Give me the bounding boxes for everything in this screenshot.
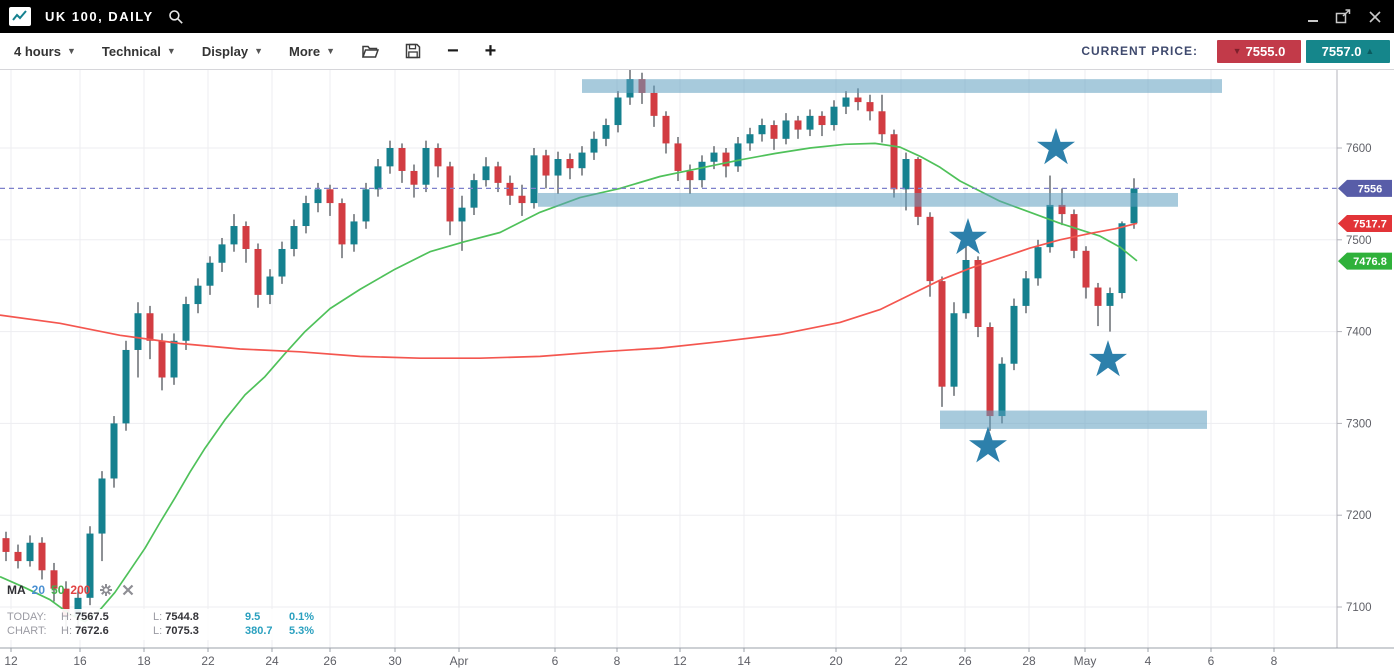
star-annotation-2 [949,218,987,255]
current-price-label: CURRENT PRICE: [1081,44,1198,58]
current-price-tag [1338,179,1392,197]
popout-icon[interactable] [1335,9,1352,24]
y-axis-label: 7500 [1346,235,1372,247]
star-annotation-1 [1037,128,1075,165]
ma-label: MA [7,583,26,597]
today-change-value: 9.5 [245,611,261,623]
chevron-down-icon: ▼ [166,46,176,56]
sell-price-value: 7555.0 [1245,43,1286,59]
today-high-value: 7567.5 [75,611,109,623]
chart-info-row: CHART: H: 7672.6 L: 7075.3 380.7 5.3% [7,625,315,637]
chart-label: CHART: [7,625,47,637]
title-bar: UK 100, DAILY [0,0,1394,33]
technical-dropdown[interactable]: Technical ▼ [102,44,176,59]
chart-change-value: 380.7 [245,625,273,637]
x-axis-label: 20 [829,654,843,668]
sell-price-button[interactable]: ▼ 7555.0 [1217,39,1301,63]
price-info-panel: TODAY: H: 7567.5 L: 7544.8 9.5 0.1% CHART: H:… [7,609,319,640]
current-price-tag-label: 7556 [1358,183,1382,195]
x-axis-label: 26 [958,654,972,668]
buy-price-value: 7557.0 [1321,43,1362,59]
x-axis-label: 12 [673,654,687,668]
y-axis-label: 7600 [1346,143,1372,155]
chart-change-percent: 5.3% [289,625,315,637]
ma200-value-tag-label: 7517.7 [1353,219,1387,231]
x-axis-label: 16 [73,654,87,668]
sr-zone-3 [940,410,1207,429]
x-axis-label: 12 [4,654,18,668]
sr-zone-2 [538,192,1178,207]
x-axis-label: 14 [737,654,751,668]
zoom-in-button[interactable]: + [484,40,497,62]
sr-zone-1 [582,79,1222,93]
buy-price-button[interactable]: 7557.0 ▲ [1306,39,1390,63]
x-axis-label: Apr [450,654,469,668]
chart-low-value: 7075.3 [165,625,199,637]
line-chart-logo-icon [9,7,31,26]
candles-layer [2,69,1138,630]
open-folder-icon[interactable] [361,44,379,59]
ma50-value-tag [1338,252,1392,270]
display-dropdown-label: Display [201,43,249,59]
today-change-percent: 0.1% [289,611,315,623]
ma50-period-label: 50 [51,583,65,597]
y-axis-label: 7300 [1346,418,1372,430]
ma-indicator-legend: MA 20 50 200 [7,583,134,597]
star-annotation-4 [969,426,1007,463]
y-axis-label: 7200 [1346,510,1372,522]
ma20-period-label: 20 [31,583,46,597]
today-label: TODAY: [7,611,47,623]
x-axis-label: 18 [137,654,151,668]
ma200-period-label: 200 [70,583,91,597]
price-up-arrow-icon: ▲ [1365,46,1375,56]
ma200-line [0,222,1138,360]
display-dropdown[interactable]: Display ▼ [202,44,263,59]
chevron-down-icon: ▼ [326,46,335,56]
x-axis-label: 26 [323,654,337,668]
chart-toolbar: 4 hours ▼ Technical ▼ Display ▼ More ▼ − + C… [0,33,1394,70]
y-axis-label: 7400 [1346,327,1372,339]
search-icon[interactable] [168,9,184,25]
price-down-arrow-icon: ▼ [1232,46,1242,56]
today-info-row: TODAY: H: 7567.5 L: 7544.8 9.5 0.1% [7,611,315,623]
x-axis-label: May [1074,654,1097,668]
star-annotation-3 [1089,340,1127,377]
x-axis-label: 6 [552,654,559,668]
timeframe-dropdown-label: 4 hours [14,43,61,59]
zoom-out-button[interactable]: − [446,40,459,62]
x-axis-label: 8 [614,654,621,668]
x-axis-label: 22 [894,654,908,668]
ma50-value-tag-label: 7476.8 [1353,256,1387,268]
remove-indicator-icon[interactable] [122,584,134,596]
y-axis-label: 7100 [1346,602,1372,614]
more-dropdown[interactable]: More ▼ [289,44,335,59]
save-icon[interactable] [405,43,421,59]
timeframe-dropdown[interactable]: 4 hours ▼ [14,44,76,59]
chevron-down-icon: ▼ [254,46,263,56]
more-dropdown-label: More [289,43,321,59]
today-low-value: 7544.8 [165,611,199,623]
x-axis-label: 6 [1208,654,1215,668]
ma200-value-tag [1338,215,1392,233]
x-axis-label: 8 [1271,654,1278,668]
x-axis-label: 30 [388,654,402,668]
chart-high-value: 7672.6 [75,625,109,637]
close-icon[interactable] [1368,10,1382,24]
chevron-down-icon: ▼ [66,46,76,56]
technical-dropdown-label: Technical [101,43,161,59]
plot-area [0,69,1337,648]
x-axis-label: 24 [265,654,279,668]
x-axis-label: 22 [201,654,215,668]
minimize-icon[interactable] [1307,11,1319,23]
instrument-title: UK 100, DAILY [45,9,154,24]
x-axis-label: 28 [1022,654,1036,668]
gear-icon[interactable] [99,583,113,597]
x-axis-label: 4 [1145,654,1152,668]
